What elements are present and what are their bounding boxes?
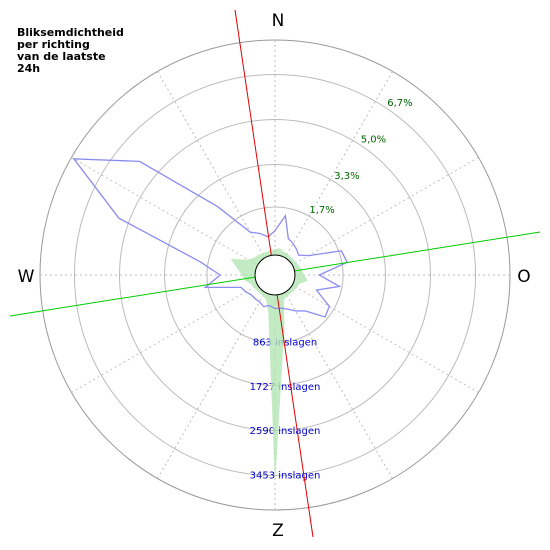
spoke (294, 157, 479, 264)
direction-label: W (18, 267, 35, 287)
density-line (72, 158, 349, 318)
count-area (230, 248, 308, 485)
spoke (286, 71, 393, 256)
title-line: per richting (17, 38, 90, 51)
spoke (71, 157, 256, 264)
r-tick-label: 5,0% (361, 134, 386, 145)
direction-label: O (517, 267, 530, 287)
r2-tick-label: 3453 inslagen (250, 471, 321, 482)
direction-label: N (272, 11, 285, 31)
r2-tick-label: 2590 inslagen (250, 426, 321, 437)
spoke (294, 286, 479, 393)
spoke (286, 294, 393, 479)
title-line: Bliksemdichtheid (17, 26, 124, 39)
r-tick-label: 1,7% (309, 205, 334, 216)
title-line: van de laatste (17, 50, 106, 63)
r2-tick-label: 863 inslagen (253, 337, 317, 348)
r-tick-label: 3,3% (334, 171, 359, 182)
spoke (157, 294, 264, 479)
r-tick-label: 6,7% (387, 98, 412, 109)
spoke (71, 286, 256, 393)
direction-label: Z (272, 521, 284, 541)
title-line: 24h (17, 62, 40, 75)
center (254, 254, 296, 296)
spoke (157, 71, 264, 256)
r2-tick-label: 1727 inslagen (250, 382, 321, 393)
